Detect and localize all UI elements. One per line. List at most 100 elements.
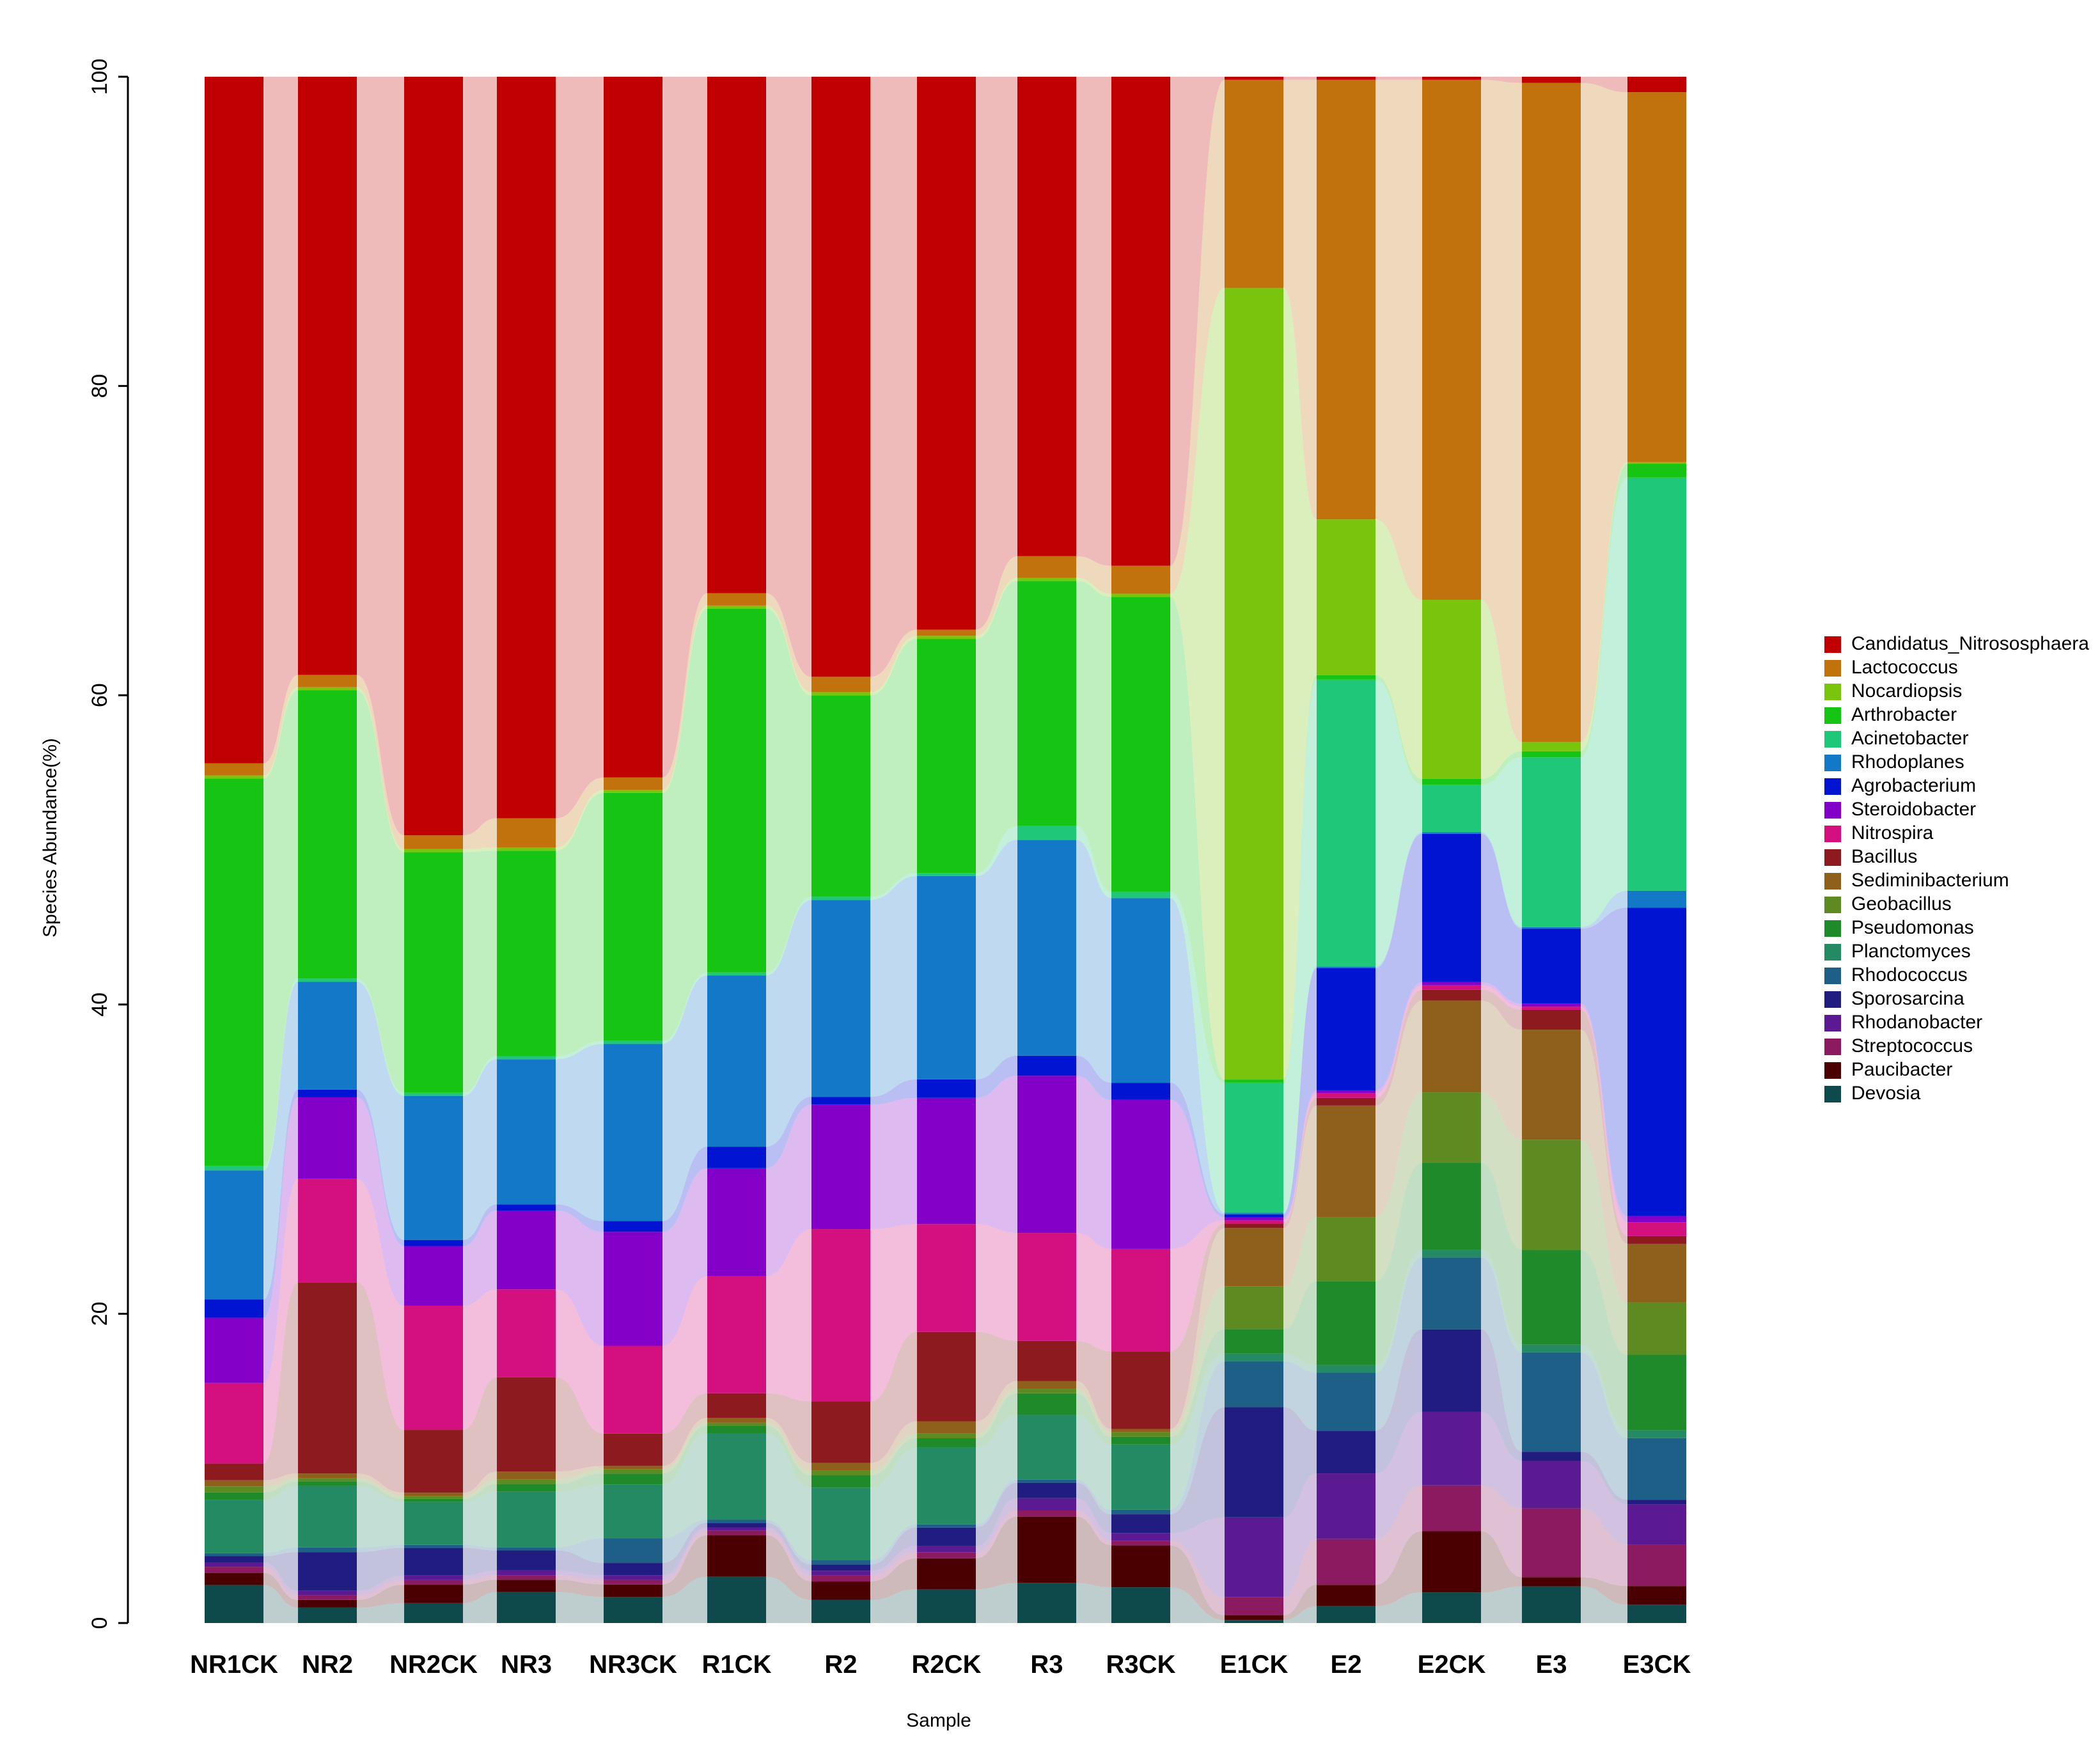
bar-e2ck-rhodanobacter	[1422, 1411, 1481, 1486]
ribbon-paucibacter-13	[1581, 1577, 1627, 1605]
ribbon-nitrospira-5	[766, 1229, 811, 1402]
bar-e1ck-nitrospira	[1225, 1220, 1283, 1224]
bar-r1ck-geobacillus	[707, 1422, 766, 1426]
bar-r3ck-nitrospira	[1111, 1248, 1170, 1352]
ribbon-sediminibacterium-3	[556, 1466, 604, 1480]
bar-e2ck-geobacillus	[1422, 1092, 1481, 1163]
bar-r1ck-steroidobacter	[707, 1168, 766, 1276]
bar-nr2-agrobacterium	[298, 1089, 357, 1097]
bar-nr2ck-streptococcus	[404, 1580, 463, 1585]
bar-nr3ck-acinetobacter	[604, 1040, 662, 1044]
bar-nr2ck-arthrobacter	[404, 852, 463, 1093]
bar-r2ck-streptococcus	[917, 1552, 976, 1558]
bar-nr2ck-sediminibacterium	[404, 1493, 463, 1496]
bar-nr2-arthrobacter	[298, 690, 357, 979]
ribbon-lactococcus-5	[766, 593, 811, 693]
bar-e2-rhodoplanes	[1317, 966, 1375, 968]
ribbon-bacillus-4	[662, 1393, 707, 1466]
legend-swatch-pseudomonas	[1824, 920, 1841, 937]
legend-label-paucibacter: Paucibacter	[1851, 1059, 1952, 1080]
ribbon-steroidobacter-10	[1283, 1090, 1317, 1221]
ribbon-lactococcus-3	[556, 777, 604, 848]
ribbon-agrobacterium-5	[766, 1097, 811, 1168]
bar-r1ck-devosia	[707, 1576, 766, 1623]
ribbon-sediminibacterium-13	[1581, 1030, 1627, 1303]
ribbon-arthrobacter-1	[357, 690, 404, 1093]
ribbon-rhodoplanes-8	[1076, 840, 1111, 1083]
bar-nr3-streptococcus	[497, 1575, 556, 1580]
bar-r3ck-agrobacterium	[1111, 1083, 1170, 1100]
bar-r3-paucibacter	[1017, 1516, 1076, 1583]
ribbon-devosia-10	[1283, 1606, 1317, 1623]
ribbon-nitrospira-0	[263, 1179, 298, 1464]
ribbon-arthrobacter-7	[976, 581, 1017, 874]
bar-r2ck-sediminibacterium	[917, 1421, 976, 1434]
bar-nr1ck-candidatus-nitrososphaera	[205, 77, 263, 764]
legend-label-bacillus: Bacillus	[1851, 846, 1917, 867]
ribbon-acinetobacter-8	[1076, 826, 1111, 898]
ribbon-sediminibacterium-0	[263, 1473, 298, 1487]
ribbon-steroidobacter-1	[357, 1097, 404, 1306]
ribbon-sediminibacterium-4	[662, 1418, 707, 1470]
legend-swatch-rhodoplanes	[1824, 755, 1841, 771]
bar-r2ck-arthrobacter	[917, 639, 976, 874]
ribbon-lactococcus-9	[1170, 79, 1225, 594]
bar-r2-streptococcus	[811, 1575, 870, 1582]
ribbon-lactococcus-2	[463, 818, 497, 849]
ribbon-steroidobacter-11	[1375, 982, 1422, 1094]
y-tick-label-80: 80	[88, 374, 112, 398]
bar-e2-lactococcus	[1317, 79, 1375, 520]
ribbon-lactococcus-4	[662, 593, 707, 790]
bar-r2-lactococcus	[811, 677, 870, 693]
legend-swatch-planctomyces	[1824, 944, 1841, 961]
ribbon-streptococcus-6	[870, 1552, 917, 1582]
ribbon-nitrospira-11	[1375, 985, 1422, 1098]
bar-r3ck-steroidobacter	[1111, 1099, 1170, 1249]
bar-e2-paucibacter	[1317, 1585, 1375, 1606]
bar-r3ck-arthrobacter	[1111, 597, 1170, 892]
legend-label-rhodanobacter: Rhodanobacter	[1851, 1012, 1982, 1033]
bar-r2-sporosarcina	[811, 1564, 870, 1571]
legend-label-steroidobacter: Steroidobacter	[1851, 799, 1976, 820]
ribbon-rhodoplanes-7	[976, 840, 1017, 1079]
ribbon-arthrobacter-4	[662, 608, 707, 1041]
ribbon-devosia-11	[1375, 1592, 1422, 1623]
bar-r3ck-lactococcus	[1111, 565, 1170, 594]
ribbon-rhodococcus-6	[870, 1524, 917, 1565]
ribbon-pseudomonas-4	[662, 1425, 707, 1485]
bar-nr1ck-devosia	[205, 1585, 263, 1623]
y-tick-label-60: 60	[88, 683, 112, 707]
bar-nr2ck-lactococcus	[404, 835, 463, 849]
bar-nr1ck-agrobacterium	[205, 1299, 263, 1318]
ribbon-pseudomonas-9	[1170, 1329, 1225, 1445]
bar-r2-agrobacterium	[811, 1097, 870, 1105]
ribbon-steroidobacter-7	[976, 1076, 1017, 1234]
legend-swatch-sporosarcina	[1824, 991, 1841, 1008]
ribbon-sporosarcina-5	[766, 1523, 811, 1571]
bar-r3ck-devosia	[1111, 1587, 1170, 1623]
bar-nr3-rhodococcus	[497, 1547, 556, 1551]
bar-e3-rhodoplanes	[1522, 927, 1581, 929]
ribbon-devosia-3	[556, 1592, 604, 1623]
bar-e3ck-arthrobacter	[1627, 464, 1686, 478]
ribbon-planctomyces-12	[1481, 1250, 1522, 1353]
bar-r1ck-nitrospira	[707, 1276, 766, 1393]
bar-r3-planctomyces	[1017, 1415, 1076, 1480]
legend-swatch-rhodococcus	[1824, 968, 1841, 984]
legend-label-streptococcus: Streptococcus	[1851, 1035, 1973, 1056]
ribbon-acinetobacter-10	[1283, 679, 1317, 1213]
bar-r1ck-paucibacter	[707, 1535, 766, 1577]
ribbon-streptococcus-4	[662, 1530, 707, 1585]
ribbon-candidatus-nitrososphaera-4	[662, 77, 707, 778]
bar-r2ck-candidatus-nitrososphaera	[917, 77, 976, 630]
bar-r3ck-paucibacter	[1111, 1545, 1170, 1588]
bar-e2ck-candidatus-nitrososphaera	[1422, 77, 1481, 80]
bar-nr2ck-rhodoplanes	[404, 1095, 463, 1240]
ribbon-pseudomonas-8	[1076, 1393, 1111, 1445]
bar-r3-lactococcus	[1017, 556, 1076, 578]
ribbon-lactococcus-11	[1375, 79, 1422, 600]
ribbon-rhodanobacter-8	[1076, 1498, 1111, 1541]
bar-nr3-sporosarcina	[497, 1550, 556, 1571]
bar-e1ck-nocardiopsis	[1225, 288, 1283, 1080]
